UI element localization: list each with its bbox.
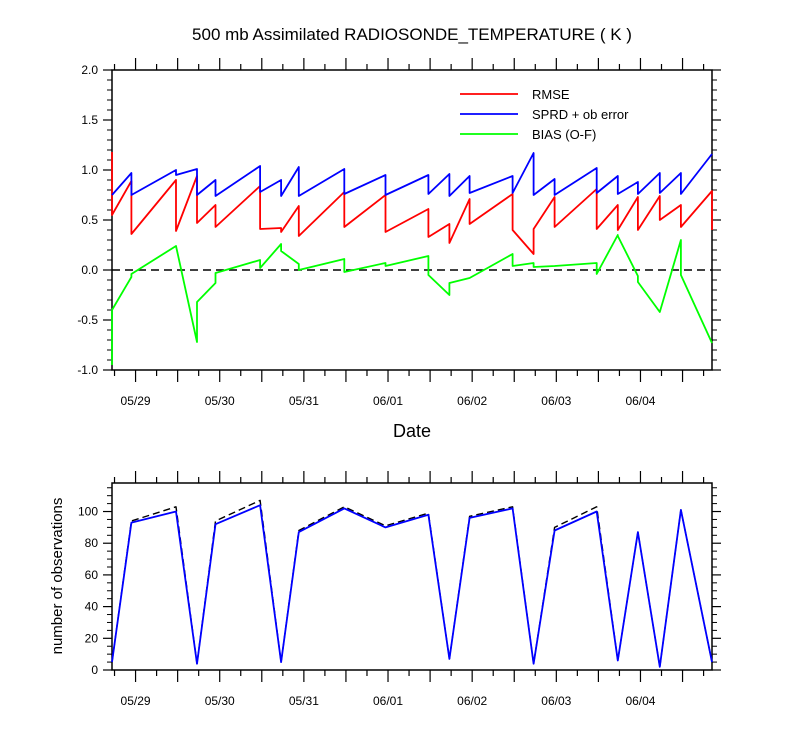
top-y-tick-label: 2.0	[81, 63, 98, 77]
top-x-tick-label: 06/01	[373, 394, 403, 408]
bottom-x-tick-label: 06/01	[373, 694, 403, 708]
bottom-x-tick-label: 06/04	[625, 694, 655, 708]
top-legend: RMSE SPRD + ob error BIAS (O-F)	[460, 87, 629, 142]
top-y-tick-label: 0.0	[81, 263, 98, 277]
bottom-x-tick-label: 05/31	[289, 694, 319, 708]
top-x-tick-label: 06/02	[457, 394, 487, 408]
top-x-tick-label: 06/04	[625, 394, 655, 408]
bottom-series-total-obs	[111, 499, 713, 668]
bottom-y-tick-label: 60	[85, 568, 99, 582]
top-series-bias-o-f	[111, 234, 713, 365]
top-legend-label: RMSE	[532, 87, 570, 102]
top-y-tick-label: 0.5	[81, 213, 98, 227]
bottom-x-tick-label: 05/30	[205, 694, 235, 708]
top-x-tick-label: 05/31	[289, 394, 319, 408]
top-y-tick-label: -1.0	[77, 363, 98, 377]
bottom-y-tick-label: 40	[85, 600, 99, 614]
bottom-y-tick-label: 20	[85, 631, 99, 645]
top-x-tick-label: 05/29	[121, 394, 151, 408]
top-chart-panel: -1.0 -0.5 0.0 0.5 1.0 1.5 2.0 05/29 05/30 05/31 06…	[77, 58, 721, 408]
bottom-y-tick-label: 100	[78, 505, 98, 519]
top-x-tick-label: 06/03	[541, 394, 571, 408]
top-series-rmse	[111, 152, 713, 255]
top-chart-title: 500 mb Assimilated RADIOSONDE_TEMPERATUR…	[192, 25, 632, 44]
bottom-x-tick-label: 06/02	[457, 694, 487, 708]
top-series-sprd-ob-error	[111, 152, 713, 197]
bottom-x-tick-label: 06/03	[541, 694, 571, 708]
top-y-tick-label: 1.5	[81, 113, 98, 127]
bottom-chart-y-label: number of observations	[49, 498, 66, 655]
bottom-y-tick-label: 80	[85, 536, 99, 550]
bottom-x-tick-label: 05/29	[121, 694, 151, 708]
top-legend-label: SPRD + ob error	[532, 107, 629, 122]
bottom-y-tick-label: 0	[91, 663, 98, 677]
top-x-tick-label: 05/30	[205, 394, 235, 408]
top-chart-x-label: Date	[393, 421, 431, 441]
top-y-tick-label: -0.5	[77, 313, 98, 327]
top-y-tick-label: 1.0	[81, 163, 98, 177]
bottom-series-assimilated-obs	[111, 504, 713, 668]
bottom-chart-panel: 0 20 40 60 80 100 05/29 05/30 05/31 06/01 06/02 06/…	[78, 471, 721, 708]
top-legend-label: BIAS (O-F)	[532, 127, 596, 142]
bottom-plot-frame	[111, 482, 713, 671]
